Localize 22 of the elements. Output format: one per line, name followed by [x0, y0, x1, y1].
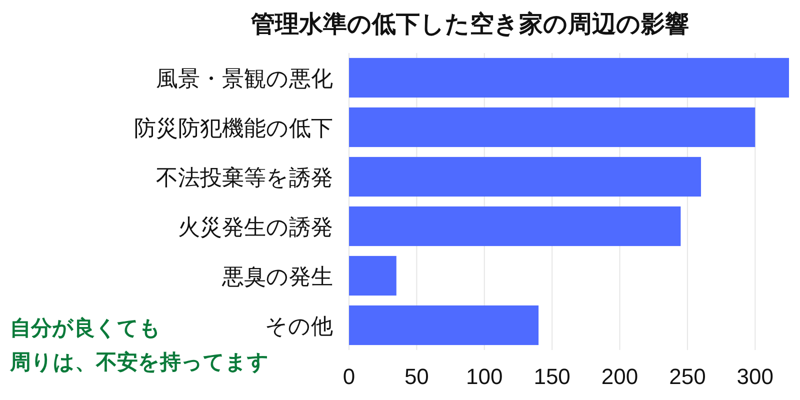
bar: [349, 156, 701, 197]
bar: [349, 256, 396, 296]
y-tick-label: その他: [265, 313, 333, 338]
x-tick-label: 200: [601, 364, 638, 389]
x-tick-label: 150: [534, 364, 570, 389]
y-tick-label: 防災防犯機能の低下: [134, 115, 333, 140]
x-tick-label: 250: [669, 364, 706, 389]
y-tick-label: 悪臭の発生: [221, 264, 333, 289]
y-tick-label: 不法投棄等を誘発: [156, 164, 333, 190]
x-tick-label: 0: [342, 364, 356, 389]
text: 自分が良くても: [10, 316, 161, 340]
text: 周りは、不安を持ってます: [9, 350, 269, 374]
chart-title: 管理水準の低下した空き家の周辺の影響: [250, 11, 689, 38]
y-tick-label: 風景・景観の悪化: [156, 66, 333, 91]
bar: [349, 206, 681, 246]
x-tick-label: 50: [404, 364, 429, 389]
x-tick-label: 300: [736, 364, 774, 389]
bar: [349, 107, 756, 148]
bar: [349, 58, 789, 98]
x-tick-label: 100: [466, 364, 503, 389]
bar: [349, 305, 539, 346]
y-tick-label: 火災発生の誘発: [178, 214, 333, 240]
